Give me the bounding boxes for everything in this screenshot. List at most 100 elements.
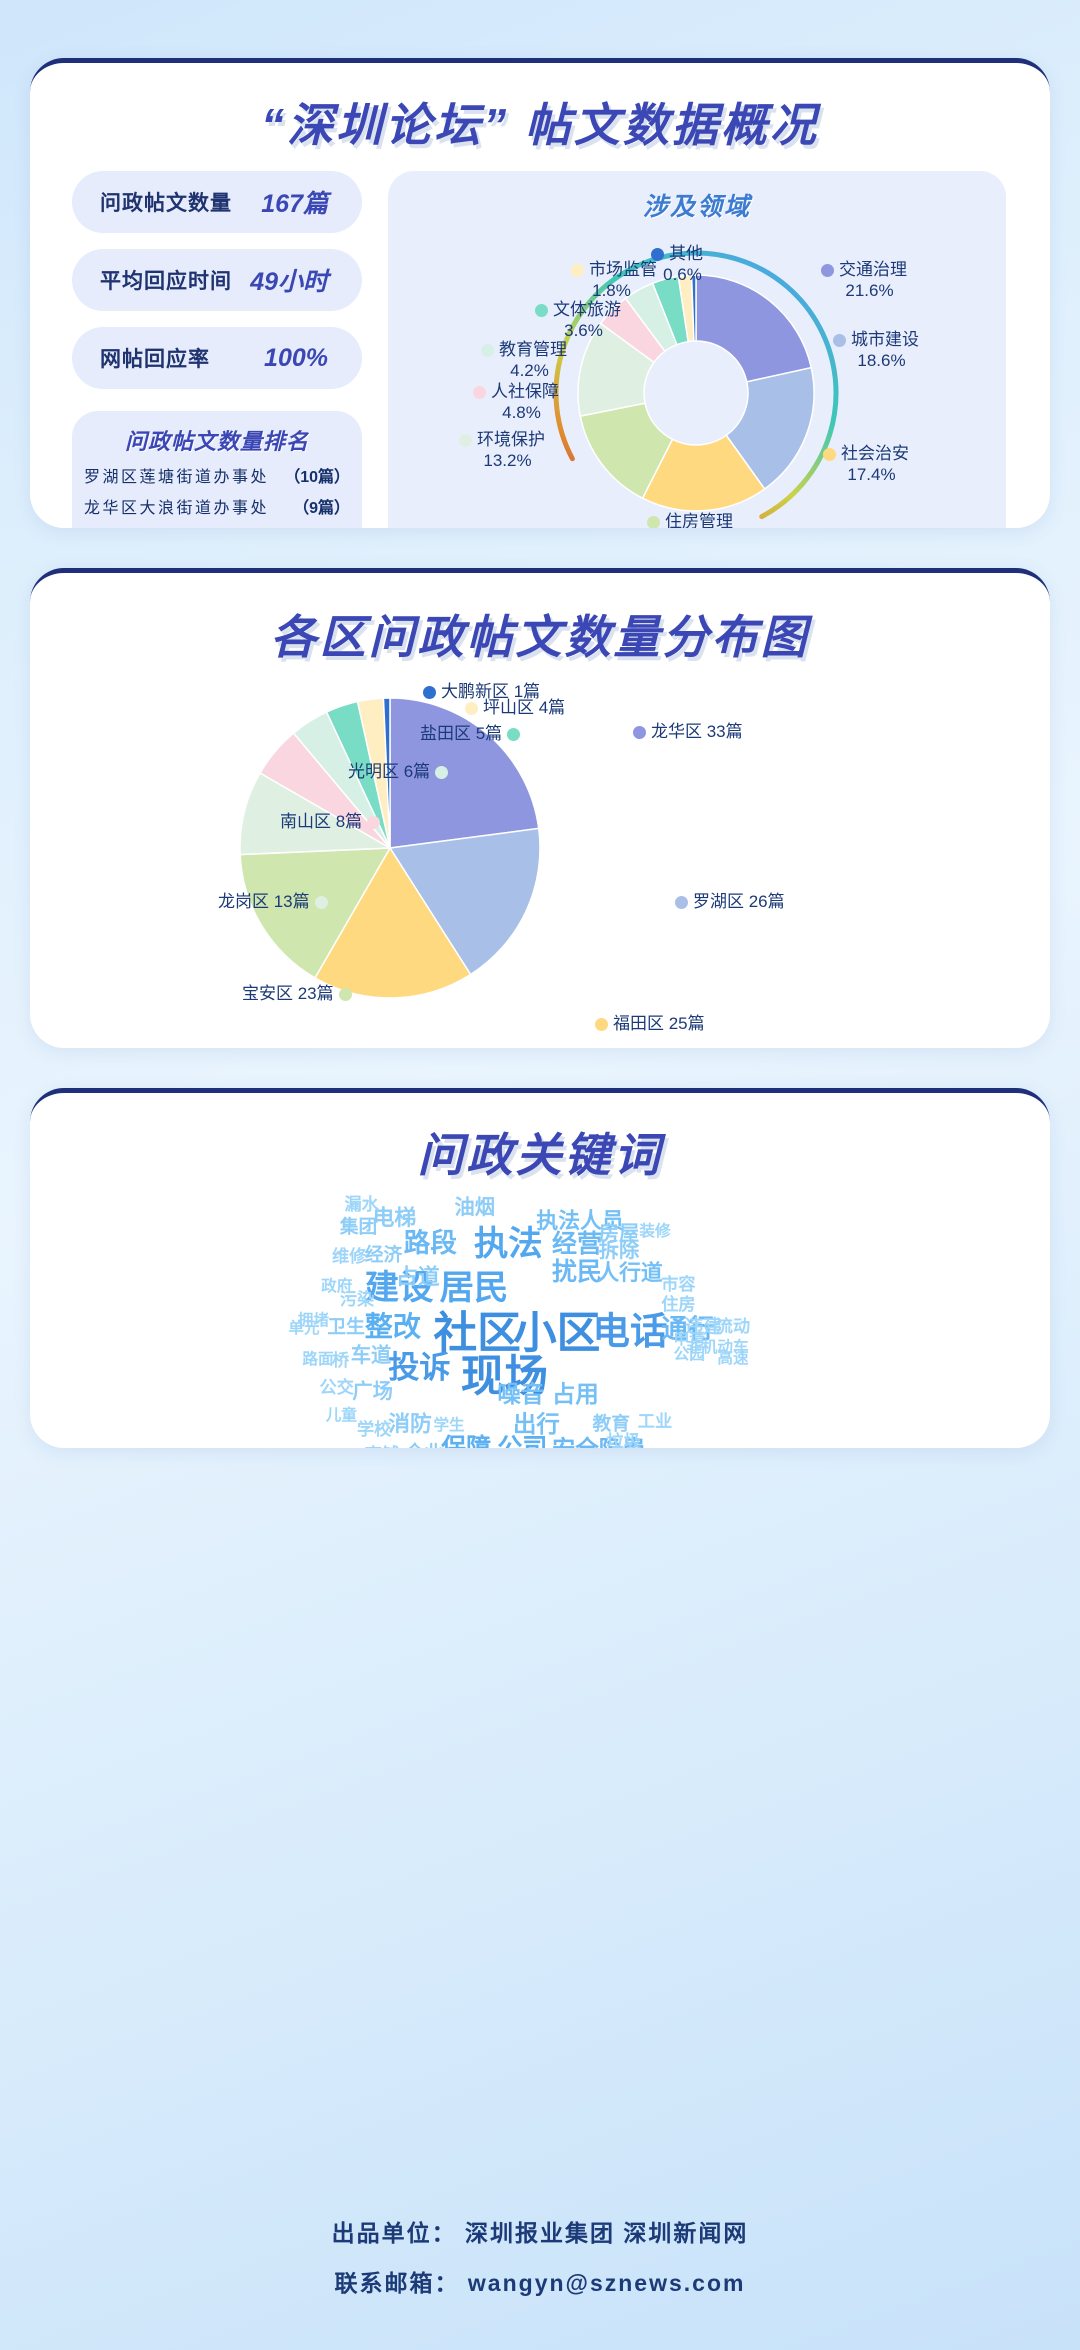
- word-cloud-term: 违建: [684, 1315, 723, 1337]
- word-cloud-term: 非机动车: [686, 1338, 749, 1356]
- chart-label: 文体旅游 3.6%: [530, 299, 621, 342]
- chart-label: 社会治安 17.4%: [818, 443, 909, 486]
- ranking-row-count: （9篇）: [293, 525, 350, 528]
- donut-svg: [553, 250, 839, 520]
- ranking-title: 问政帖文数量排名: [124, 429, 309, 454]
- chart-label: 宝安区 23篇: [242, 983, 357, 1004]
- pie-slice: [239, 771, 393, 856]
- chart-label: 交通治理 21.6%: [816, 259, 907, 302]
- stat-card-response-rate: 网帖回应率 100%: [72, 327, 362, 389]
- word-cloud-term: 经济: [364, 1244, 403, 1266]
- donut-card-title: 涉及领域: [642, 193, 751, 221]
- ranking-row-name: 龙华区大浪街道办事处: [84, 500, 270, 517]
- chart-label: 人社保障 4.8%: [468, 381, 559, 424]
- chart-label: 龙华区 33篇: [628, 721, 743, 742]
- donut-chart: 市场监管 1.8% 文体旅游 3.6% 教育管理 4.2% 人社保障 4.8% 环境保护 13.2…: [388, 171, 1006, 528]
- ranking-row-name: 市公安局交通管理局福田大队: [84, 525, 292, 528]
- word-cloud-term: 投诉: [388, 1350, 451, 1386]
- word-cloud-term: 漏水: [344, 1194, 379, 1215]
- section2-title: 各区问政帖文数量分布图: [267, 608, 810, 667]
- ranking-row: 龙华区大浪街道办事处 （9篇）: [72, 494, 362, 518]
- donut-slice: [690, 274, 697, 342]
- word-cloud-term: 教育: [592, 1412, 630, 1434]
- word-cloud-term: 经营: [552, 1230, 602, 1259]
- ranking-row-count: （9篇）: [293, 500, 350, 517]
- word-cloud-term: 执法: [474, 1225, 543, 1264]
- word-cloud-term: 电话: [592, 1310, 668, 1353]
- chart-label: 市场监管 1.8%: [566, 259, 657, 302]
- word-cloud-term: 居民: [439, 1269, 509, 1308]
- chart-label: 教育管理 4.2%: [476, 339, 567, 382]
- stat-label: 网帖回应率: [100, 348, 210, 371]
- word-cloud-term: 学校: [357, 1418, 392, 1439]
- word-cloud-term: 扰民: [552, 1258, 602, 1287]
- chart-label: 住房管理14.4%: [642, 511, 733, 528]
- donut-slice: [725, 366, 815, 491]
- donut-outer-ring: [553, 250, 839, 520]
- chart-label: 南山区 8篇: [280, 811, 385, 832]
- pie-slice: [313, 846, 472, 999]
- word-cloud-term: 流动: [715, 1315, 751, 1336]
- word-cloud-term: 公交: [319, 1376, 354, 1397]
- word-cloud-term: 执法人员: [536, 1208, 624, 1234]
- stat-value: 100%: [264, 343, 328, 372]
- word-cloud-term: 单元: [288, 1319, 320, 1337]
- word-cloud-term: 出行: [513, 1411, 560, 1437]
- word-cloud-term: 占用: [552, 1381, 599, 1408]
- fields-donut-card: 涉及领域 市场监管 1.8% 文体旅游 3.6% 教育管理 4.2% 人社保障 4.8% 环境保…: [388, 171, 1006, 528]
- word-cloud-term: 噪音: [497, 1381, 545, 1408]
- pie-slice: [239, 847, 392, 979]
- word-cloud-term: 垃圾: [606, 1431, 641, 1448]
- word-cloud-term: 商铺: [365, 1445, 399, 1448]
- word-cloud-term: 建设: [364, 1269, 434, 1308]
- stat-label: 平均回应时间: [100, 270, 232, 293]
- word-cloud-term: 工业: [637, 1411, 673, 1431]
- pie-svg: [239, 697, 541, 999]
- stat-label: 问政帖文数量: [100, 192, 232, 215]
- stat-card-avg-response-time: 平均回应时间 49小时: [72, 249, 362, 311]
- word-cloud-term: 污染: [339, 1289, 375, 1310]
- word-cloud-term: 电梯: [372, 1205, 417, 1231]
- word-cloud-term: 安全隐患: [552, 1437, 646, 1448]
- district-distribution-panel: 各区问政帖文数量分布图 坪山区 4篇 盐田区 5篇 光明区 6篇 南山区 8篇 龙岗区 …: [30, 568, 1050, 1048]
- word-cloud-term: 路段: [403, 1228, 457, 1259]
- word-cloud-term: 占道: [396, 1264, 440, 1290]
- word-cloud-term: 广场: [352, 1380, 393, 1403]
- pie-slice: [382, 697, 391, 849]
- word-cloud-term: 企业: [405, 1443, 442, 1448]
- page-title: “深圳论坛” 帖文数据概况: [258, 96, 820, 155]
- chart-label: 龙岗区 13篇: [218, 891, 333, 912]
- pie-slice: [389, 697, 540, 849]
- ranking-row: 罗湖区莲塘街道办事处 （10篇）: [72, 463, 362, 487]
- stat-card-post-count: 问政帖文数量 167篇: [72, 171, 362, 233]
- word-cloud-term: 桥: [332, 1350, 350, 1371]
- word-cloud-term: 现场: [460, 1351, 549, 1401]
- chart-label: 罗湖区 26篇: [670, 891, 785, 912]
- word-cloud-term: 申请: [673, 1330, 705, 1348]
- word-cloud-term: 公园: [673, 1346, 705, 1364]
- stat-value: 167篇: [261, 190, 328, 218]
- word-cloud-term: 公司: [497, 1436, 547, 1448]
- word-cloud-term: 小区: [513, 1308, 601, 1358]
- keyword-panel: 问政关键词 小区 社区 现场 电话 居民 建设 执法 投诉 整改 通行 经营 扰民 执法人员 人行道 噪音占…: [30, 1088, 1050, 1448]
- word-cloud-term: 学生: [433, 1416, 465, 1434]
- footer-publisher: 出品单位： 深圳报业集团 深圳新闻网: [331, 2220, 749, 2246]
- chart-label: 盐田区 5篇: [420, 723, 525, 744]
- word-cloud-term: 车道: [350, 1344, 392, 1367]
- word-cloud-term: 房屋: [598, 1223, 640, 1246]
- chart-label: 其他 0.6%: [646, 243, 703, 286]
- chart-label: 坪山区 4篇: [460, 697, 565, 718]
- word-cloud-term: 政府: [321, 1277, 353, 1295]
- ranking-row-count: （10篇）: [284, 469, 350, 486]
- ranking-row-name: 罗湖区莲塘街道办事处: [84, 469, 270, 486]
- word-cloud-term: 消防: [388, 1411, 432, 1436]
- word-cloud-term: 卫生: [327, 1315, 365, 1337]
- footer: 出品单位： 深圳报业集团 深圳新闻网 联系邮箱： wangyn@sznews.c…: [0, 2198, 1080, 2298]
- word-cloud-term: 儿童: [325, 1407, 357, 1425]
- overview-panel: “深圳论坛” 帖文数据概况 问政帖文数量 167篇 平均回应时间 49小时 网帖…: [30, 58, 1050, 528]
- chart-label: 城市建设 18.6%: [828, 329, 919, 372]
- chart-label: 福田区 25篇: [590, 1013, 705, 1034]
- word-cloud-term: 住房: [661, 1294, 696, 1314]
- stat-value: 49小时: [250, 268, 328, 296]
